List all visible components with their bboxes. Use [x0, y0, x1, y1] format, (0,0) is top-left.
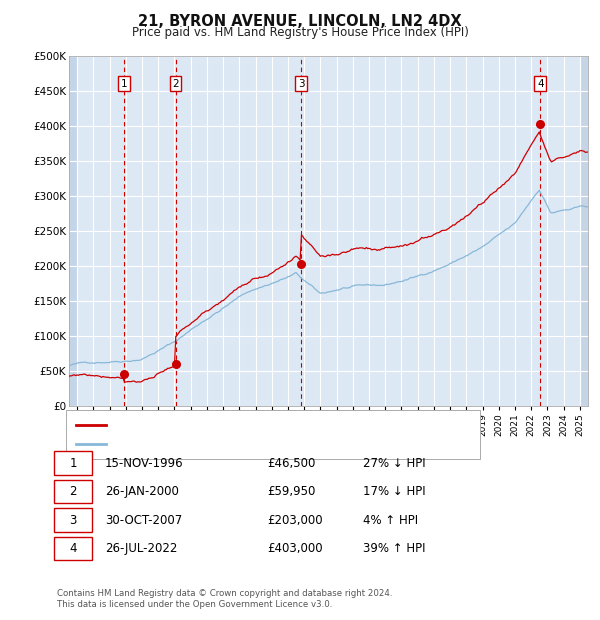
Text: 30-OCT-2007: 30-OCT-2007	[105, 514, 182, 526]
Text: 27% ↓ HPI: 27% ↓ HPI	[363, 457, 425, 469]
Text: 39% ↑ HPI: 39% ↑ HPI	[363, 542, 425, 555]
Text: Contains HM Land Registry data © Crown copyright and database right 2024.
This d: Contains HM Land Registry data © Crown c…	[57, 590, 392, 609]
Text: 3: 3	[298, 79, 305, 89]
Text: £46,500: £46,500	[267, 457, 316, 469]
Text: 2: 2	[172, 79, 179, 89]
Bar	[69, 56, 77, 406]
Text: 3: 3	[70, 514, 77, 526]
Text: Price paid vs. HM Land Registry's House Price Index (HPI): Price paid vs. HM Land Registry's House …	[131, 26, 469, 39]
Text: 17% ↓ HPI: 17% ↓ HPI	[363, 485, 425, 498]
Text: 1: 1	[70, 457, 77, 469]
Text: 26-JUL-2022: 26-JUL-2022	[105, 542, 178, 555]
Text: £59,950: £59,950	[267, 485, 316, 498]
Text: 4: 4	[537, 79, 544, 89]
Text: 4% ↑ HPI: 4% ↑ HPI	[363, 514, 418, 526]
Text: 15-NOV-1996: 15-NOV-1996	[105, 457, 184, 469]
Text: 2: 2	[70, 485, 77, 498]
Bar	[580, 56, 588, 406]
Text: 4: 4	[70, 542, 77, 555]
Text: £403,000: £403,000	[267, 542, 323, 555]
Text: HPI: Average price, detached house, Lincoln: HPI: Average price, detached house, Linc…	[111, 439, 331, 449]
Text: £203,000: £203,000	[267, 514, 323, 526]
Text: 1: 1	[121, 79, 127, 89]
Text: 26-JAN-2000: 26-JAN-2000	[105, 485, 179, 498]
Text: 21, BYRON AVENUE, LINCOLN, LN2 4DX: 21, BYRON AVENUE, LINCOLN, LN2 4DX	[138, 14, 462, 29]
Text: 21, BYRON AVENUE, LINCOLN, LN2 4DX (detached house): 21, BYRON AVENUE, LINCOLN, LN2 4DX (deta…	[111, 420, 398, 430]
